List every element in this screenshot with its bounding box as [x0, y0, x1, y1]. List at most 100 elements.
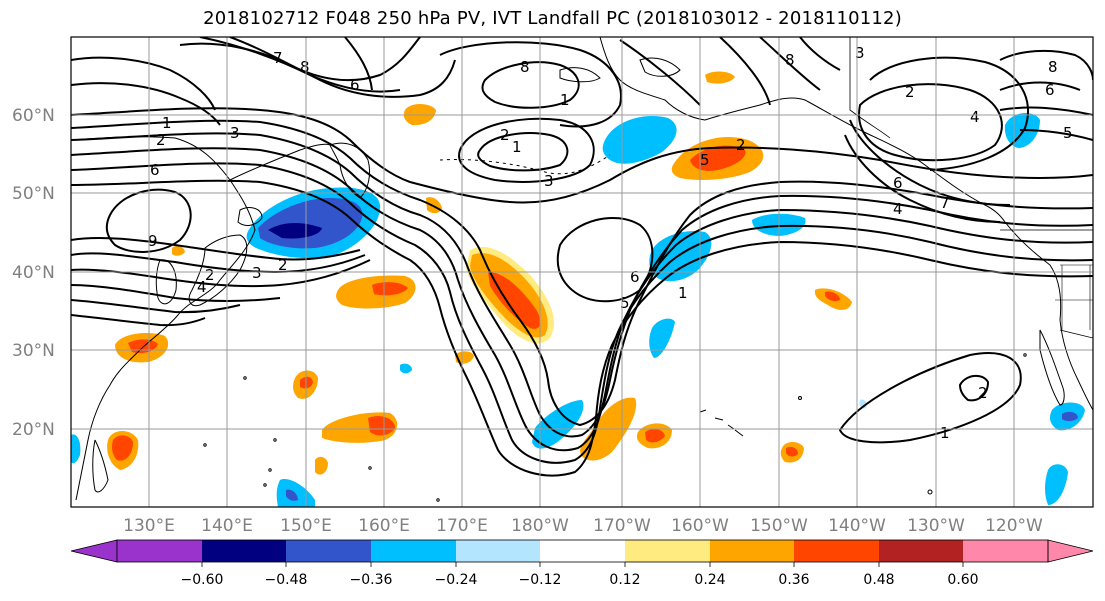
colorbar-segment [202, 540, 286, 562]
contour-label: 3 [252, 264, 262, 282]
coastline-okhotsk [229, 143, 331, 181]
contour-label: 9 [148, 232, 158, 250]
pv-contour-line [556, 216, 654, 303]
pv-contour-line [71, 147, 1093, 452]
colorbar-segment [625, 540, 710, 562]
pv-contour-line [71, 299, 241, 314]
anomaly-fills [71, 71, 1085, 507]
island-dot [243, 376, 247, 380]
island-dot [273, 438, 277, 442]
border-us-mexico [1059, 329, 1093, 339]
colorbar-label: −0.48 [265, 572, 308, 588]
lon-label: 170°E [436, 516, 488, 536]
colorbar-label: −0.36 [350, 572, 393, 588]
anomaly-negative-region [71, 434, 81, 464]
colorbar-segment [963, 540, 1048, 562]
pv-contour-line [999, 106, 1093, 116]
contour-label: 2 [278, 256, 288, 274]
anomaly-positive-region [705, 71, 735, 84]
pv-contour-line [799, 37, 841, 71]
pv-contour-line [838, 352, 1022, 444]
border-states [1055, 264, 1093, 330]
pv-contour-line [71, 132, 1093, 438]
colorbar-segment [710, 540, 794, 562]
border-alaska-canada [849, 37, 891, 139]
anomaly-positive-region [645, 428, 665, 443]
lat-label-50n: 50°N [12, 184, 55, 204]
pv-contour-line [481, 61, 580, 109]
coastlines [71, 37, 1093, 502]
pv-contours [71, 37, 1093, 477]
contour-label: 7 [273, 49, 283, 67]
contour-label: 2 [156, 131, 166, 149]
lat-label-20n: 20°N [12, 420, 55, 440]
anomaly-negative-region [649, 230, 712, 282]
coastline-japan [188, 234, 248, 307]
colorbar-label: −0.24 [435, 572, 478, 588]
pv-contour-line [759, 37, 821, 91]
island-dot [203, 443, 207, 447]
lat-label-40n: 40°N [12, 263, 55, 283]
contour-label: 4 [197, 278, 207, 296]
coastline-baja [1039, 329, 1065, 406]
island-dot [368, 466, 372, 470]
contour-label: 6 [1045, 81, 1055, 99]
contour-label: 2 [205, 266, 215, 284]
anomaly-positive-region [315, 456, 328, 475]
coastline-philippines [92, 439, 109, 493]
colorbar-label: 0.36 [778, 572, 809, 588]
coastline-arctic [559, 67, 601, 83]
contour-label: 7 [940, 194, 950, 212]
anomaly-negative-region [1045, 464, 1068, 505]
map-plot-area: 8 6 7 8 1 8 3 2 6 8 1 2 3 6 2 1 3 5 2 4 … [71, 37, 1093, 507]
pv-contour-line [229, 37, 456, 98]
island-dot [798, 396, 802, 400]
pv-contour-line [71, 284, 281, 302]
anomaly-negative-region [276, 479, 315, 507]
lat-label-30n: 30°N [12, 341, 55, 361]
map-frame [70, 36, 1094, 508]
anomaly-positive-region [786, 446, 798, 457]
lon-label: 140°W [828, 516, 886, 536]
colorbar-segment [371, 540, 456, 562]
contour-label: 2 [905, 83, 915, 101]
island-dot [1023, 353, 1027, 357]
colorbar-label: −0.60 [181, 572, 224, 588]
island-dot [268, 468, 272, 472]
lon-label: 160°E [358, 516, 410, 536]
lat-label-60n: 60°N [12, 106, 55, 126]
anomaly-negative-region [649, 318, 675, 358]
colorbar-frame [116, 539, 1049, 563]
anomaly-negative-region [286, 489, 298, 501]
island-dot [263, 483, 267, 487]
anomaly-negative-region [602, 116, 677, 164]
gridlines [71, 37, 1093, 507]
colorbar-segment [117, 540, 202, 562]
anomaly-positive-region [690, 145, 746, 171]
colorbar-segment [456, 540, 540, 562]
contour-label: 8 [785, 51, 795, 69]
coastline-asia [71, 136, 256, 501]
latitude-labels: 60°N 50°N 40°N 30°N 20°N [12, 106, 55, 440]
contour-label: 1 [678, 284, 688, 302]
pv-contour-line [71, 314, 206, 327]
pv-contour-line [71, 236, 361, 261]
contour-label: 4 [893, 200, 903, 218]
longitude-labels: 130°E 140°E 150°E 160°E 170°E 180°W 170°… [123, 516, 1043, 536]
lon-label: 120°W [985, 516, 1043, 536]
contour-label: 1 [560, 91, 570, 109]
colorbar-extend-low [70, 539, 118, 563]
island-dot [927, 489, 933, 495]
coastline-hokkaido [237, 207, 263, 226]
anomaly-negative-region [532, 400, 584, 449]
lon-label: 150°W [750, 516, 808, 536]
anomaly-positive-region [172, 245, 185, 256]
contour-label: 2 [736, 136, 746, 154]
pv-contour-line [1019, 129, 1093, 141]
anomaly-negative-region [1062, 411, 1078, 422]
colorbar-extend-high [1047, 539, 1094, 563]
colorbar-ticks [201, 562, 964, 567]
contour-label: 8 [300, 58, 310, 76]
pv-contour-line [71, 82, 221, 126]
